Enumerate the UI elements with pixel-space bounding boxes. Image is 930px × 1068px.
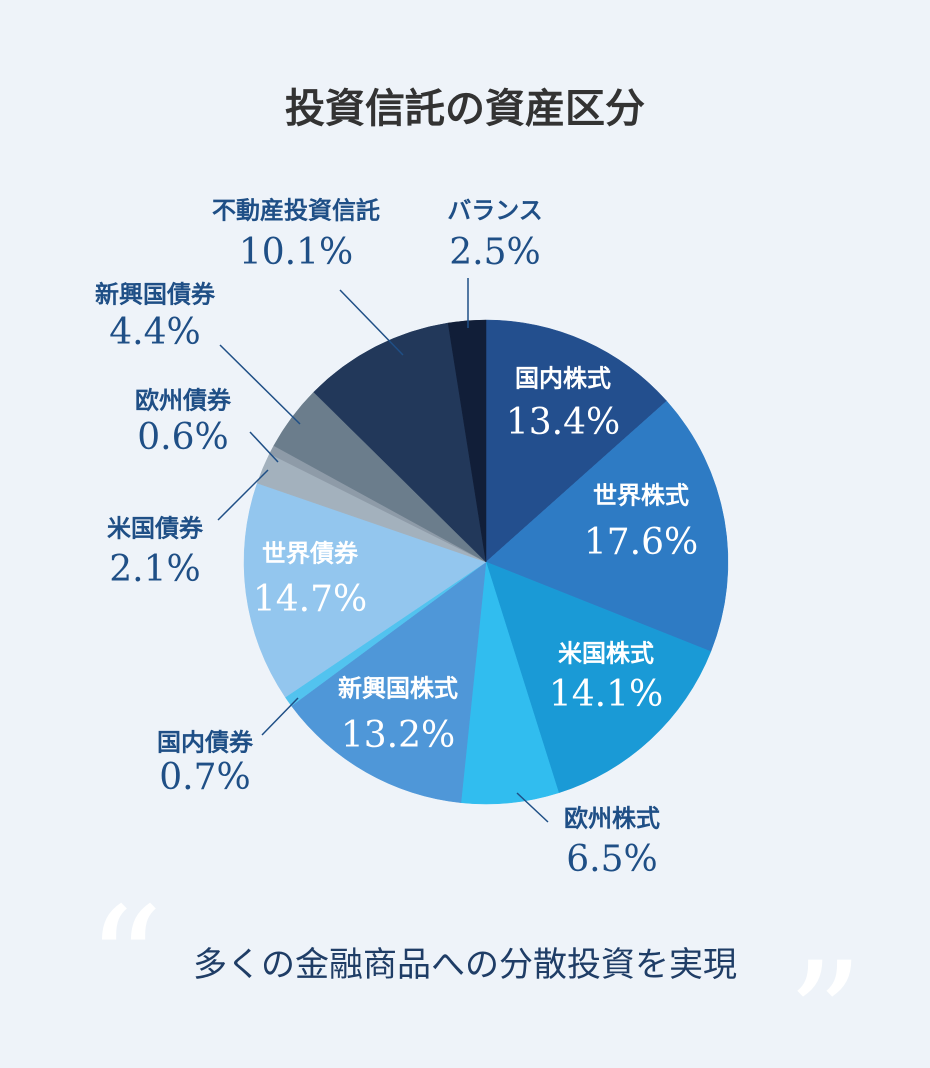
slice-label: 国内債券: [157, 728, 254, 757]
slice-label: 欧州株式: [564, 804, 660, 833]
slice-label: 欧州債券: [135, 386, 232, 415]
caption: 多くの金融商品への分散投資を実現: [193, 945, 737, 985]
leader-line: [339, 289, 404, 356]
slice-label: 世界債券: [262, 539, 359, 568]
leader-line: [516, 792, 549, 823]
slice-label: 米国債券: [107, 514, 204, 543]
slice-value-label: 14.7%: [253, 579, 367, 620]
slice-value-label: 2.1%: [109, 549, 200, 590]
slice-value-label: 13.4%: [506, 402, 620, 443]
slice-label: バランス: [447, 196, 543, 225]
pie-slice: [243, 482, 487, 698]
pie-slice: [485, 319, 668, 563]
slice-value-label: 14.1%: [549, 674, 663, 715]
slice-value-label: 17.6%: [584, 522, 698, 563]
chart-title: 投資信託の資産区分: [285, 85, 645, 132]
pie-slice: [485, 561, 712, 794]
slice-label: 米国株式: [558, 639, 654, 668]
leader-line: [261, 697, 299, 736]
slice-label: 新興国債券: [95, 280, 216, 309]
slice-label: 不動産投資信託: [212, 196, 380, 225]
slice-value-label: 6.5%: [566, 839, 657, 880]
leader-line: [249, 431, 279, 463]
slice-value-label: 0.7%: [159, 757, 250, 798]
leader-line: [219, 344, 301, 425]
pie-slice: [313, 322, 487, 563]
pie-slice: [485, 400, 729, 652]
slice-label: 国内株式: [515, 364, 611, 393]
pie-slice: [291, 561, 487, 803]
slice-value-label: 4.4%: [109, 312, 200, 353]
pie-slice: [447, 319, 487, 563]
slice-value-label: 10.1%: [239, 232, 353, 273]
slice-label: 新興国株式: [338, 674, 458, 703]
close-quote: ”: [787, 931, 864, 1068]
leader-line: [217, 469, 269, 521]
open-quote: “: [87, 876, 164, 1050]
slice-value-label: 0.6%: [137, 417, 228, 458]
slice-value-label: 2.5%: [449, 232, 540, 273]
slice-label: 世界株式: [593, 481, 689, 510]
slice-value-label: 13.2%: [341, 715, 455, 756]
